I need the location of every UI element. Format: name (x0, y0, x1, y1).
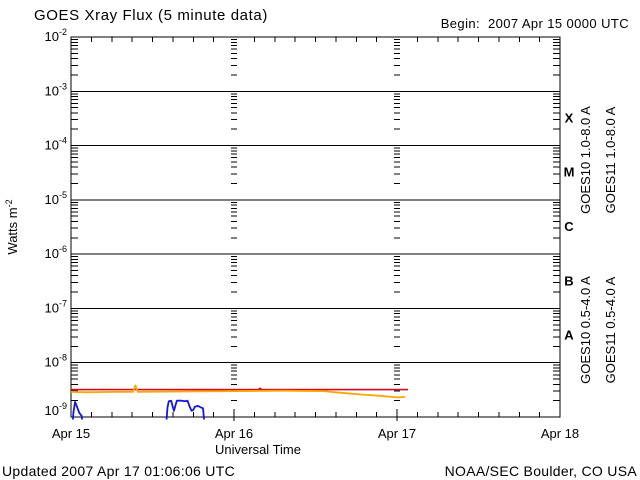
legend-entry: GOES10 0.5-4.0 A (578, 276, 593, 384)
x-tick-label: Apr 15 (52, 426, 90, 441)
page-title: GOES Xray Flux (5 minute data) (34, 7, 268, 24)
trace-goes11-0-5-4-0-a (71, 399, 205, 420)
legend-entry: GOES10 1.0-8.0 A (578, 106, 593, 214)
x-tick-label: Apr 17 (378, 426, 416, 441)
flare-class-label: B (564, 273, 573, 288)
flare-class-label: C (564, 219, 574, 234)
legend-entry: GOES11 0.5-4.0 A (603, 276, 618, 383)
y-tick-label: 10-5 (45, 190, 67, 207)
y-tick-label: 10-3 (45, 81, 67, 98)
begin-timestamp: Begin: 2007 Apr 15 0000 UTC (440, 16, 629, 31)
y-tick-label: 10-8 (45, 353, 67, 370)
x-tick-label: Apr 18 (541, 426, 579, 441)
source-attribution: NOAA/SEC Boulder, CO USA (444, 463, 637, 479)
plot-frame (70, 36, 561, 418)
x-tick-label: Apr 16 (215, 426, 253, 441)
y-tick-label: 10-9 (45, 401, 67, 418)
y-tick-label: 10-4 (45, 136, 67, 153)
y-axis-title: Watts m-2 (4, 199, 20, 254)
x-axis-title: Universal Time (215, 442, 301, 457)
flare-class-label: A (564, 328, 574, 343)
trace-goes10-0-5-4-0-a (70, 384, 406, 399)
flare-class-label: M (564, 165, 575, 180)
trace-goes11-1-0-8-0-a (71, 387, 408, 391)
flare-class-label: X (565, 110, 574, 125)
y-tick-label: 10-2 (45, 27, 67, 44)
updated-timestamp: Updated 2007 Apr 17 01:06:06 UTC (2, 463, 235, 479)
legend-entry: GOES11 1.0-8.0 A (603, 106, 618, 213)
y-tick-label: 10-7 (45, 298, 67, 315)
y-tick-label: 10-6 (45, 244, 67, 261)
